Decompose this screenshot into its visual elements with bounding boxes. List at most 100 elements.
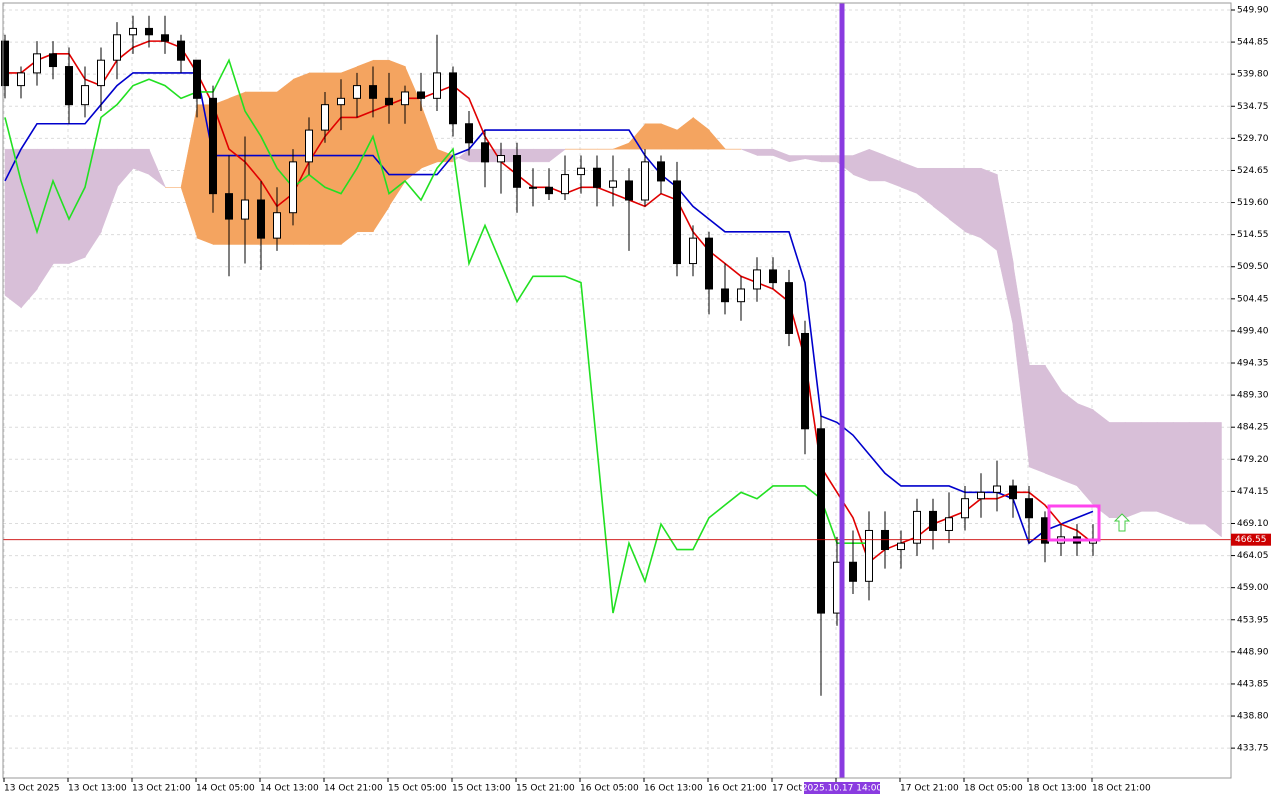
- cloud-segment: [820, 155, 838, 163]
- candle-body: [801, 332, 809, 430]
- candle-body: [289, 161, 297, 214]
- y-tick-label: 549.90: [1237, 5, 1269, 15]
- candle-body: [113, 34, 121, 61]
- candle-body: [353, 85, 361, 99]
- x-tick-label: 13 Oct 13:00: [68, 784, 127, 794]
- candle-body: [513, 155, 521, 188]
- cloud-segment: [1204, 422, 1222, 538]
- cloud-segment: [708, 129, 727, 150]
- cloud-segment: [532, 148, 550, 163]
- candle-body: [97, 59, 105, 87]
- candle-body: [241, 199, 249, 220]
- price-tag-label: 466.55: [1235, 535, 1267, 545]
- x-tick-label: 17 Oct 05:00: [772, 784, 831, 794]
- candle-body: [81, 85, 89, 106]
- cloud-segment: [228, 91, 246, 245]
- candle-body: [753, 269, 761, 290]
- candle-body: [49, 53, 57, 68]
- candle-body: [225, 193, 233, 220]
- y-tick-label: 464.05: [1237, 551, 1269, 561]
- candle-body: [913, 510, 921, 544]
- candle-body: [1025, 498, 1033, 519]
- candle-body: [705, 237, 713, 290]
- candle-body: [673, 180, 681, 265]
- cloud-segment: [644, 123, 662, 150]
- cloud-segment: [1076, 403, 1094, 506]
- candle-body: [321, 104, 329, 131]
- cloud-segment: [756, 148, 774, 156]
- candle-body: [833, 561, 841, 614]
- candle-body: [417, 91, 425, 99]
- candle-body: [305, 129, 313, 163]
- cloud-segment: [52, 148, 70, 264]
- indicator-line: [4, 72, 1094, 545]
- cloud-segment: [20, 148, 38, 309]
- cloud-segment: [548, 148, 567, 163]
- candle-body: [641, 161, 649, 201]
- candle-body: [1, 40, 9, 87]
- y-tick-label: 448.90: [1237, 647, 1269, 657]
- x-tick-label: 16 Oct 05:00: [580, 784, 639, 794]
- x-tick-label: 15 Oct 21:00: [516, 784, 575, 794]
- y-tick-label: 544.85: [1237, 38, 1269, 48]
- x-tick-label: 18 Oct 21:00: [1092, 784, 1151, 794]
- y-tick-label: 433.75: [1237, 744, 1269, 754]
- candle-body: [337, 97, 345, 106]
- cloud-segment: [68, 148, 86, 264]
- y-tick-label: 459.00: [1237, 583, 1269, 593]
- y-tick-label: 499.40: [1237, 326, 1269, 336]
- time-marker-tag: [804, 782, 880, 794]
- cloud-segment: [964, 167, 982, 239]
- candle-body: [145, 27, 153, 36]
- x-tick-label: 13 Oct 21:00: [132, 784, 191, 794]
- candle-body: [929, 510, 937, 531]
- y-tick-label: 453.95: [1237, 615, 1269, 625]
- candle-body: [465, 123, 473, 144]
- y-tick-label: 529.70: [1237, 134, 1269, 144]
- candle-body: [993, 485, 1001, 493]
- candle-body: [865, 529, 873, 582]
- candle-body: [609, 180, 617, 188]
- x-tick-label: 18 Oct 05:00: [964, 784, 1023, 794]
- candle-body: [593, 167, 601, 188]
- y-tick-label: 494.35: [1237, 359, 1269, 369]
- cloud-segment: [1140, 422, 1158, 512]
- candle-body: [1009, 485, 1017, 500]
- plot-border: [2, 2, 1232, 779]
- time-marker-label: 2025.10.17 14:00: [802, 784, 883, 794]
- y-tick-label: 484.25: [1237, 423, 1269, 433]
- candle-body: [193, 59, 201, 99]
- candle-body: [817, 428, 825, 614]
- cloud-segment: [1124, 422, 1142, 519]
- y-tick-label: 534.75: [1237, 102, 1269, 112]
- candle-body: [257, 199, 265, 239]
- candle-body: [689, 237, 697, 265]
- y-tick-label: 519.60: [1237, 198, 1269, 208]
- candle-body: [385, 97, 393, 106]
- candle-body: [625, 180, 633, 201]
- cloud-segment: [1156, 422, 1174, 519]
- candle-body: [273, 212, 281, 239]
- candle-body: [33, 53, 41, 74]
- candle-body: [449, 72, 457, 125]
- candle-body: [721, 288, 729, 303]
- candle-body: [561, 174, 569, 195]
- cloud-segment: [1108, 422, 1126, 519]
- x-tick-label: 18 Oct 13:00: [1028, 784, 1087, 794]
- candle-body: [65, 66, 73, 106]
- cloud-segment: [1044, 364, 1062, 480]
- y-tick-label: 524.65: [1237, 166, 1269, 176]
- candle-body: [129, 27, 137, 36]
- cloud-segment: [1172, 422, 1190, 525]
- candle-body: [433, 72, 441, 99]
- cloud-segment: [1092, 409, 1110, 519]
- x-tick-label: 14 Oct 13:00: [260, 784, 319, 794]
- x-tick-label: 16 Oct 13:00: [644, 784, 703, 794]
- candle-body: [785, 282, 793, 334]
- indicator-line: [4, 58, 869, 614]
- cloud-segment: [132, 148, 150, 175]
- up-arrow: [1113, 513, 1131, 532]
- x-tick-label: 17 Oct 21:00: [900, 784, 959, 794]
